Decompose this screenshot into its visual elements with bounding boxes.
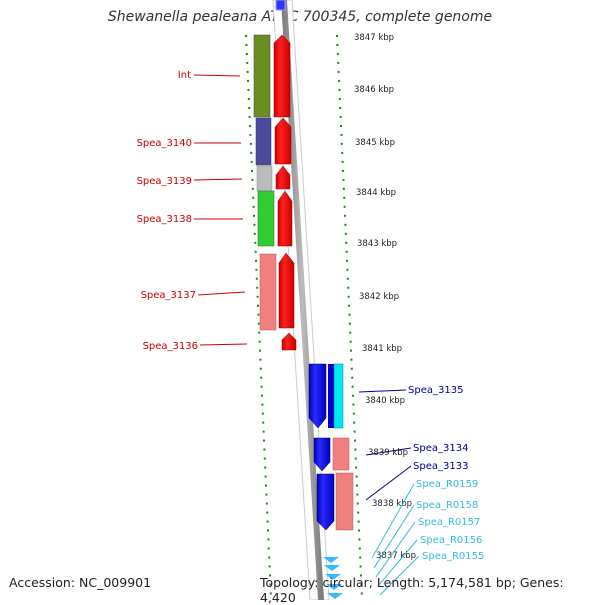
gene-label-spea-r0155: Spea_R0155 xyxy=(422,551,484,562)
cog-block-spea-3139 xyxy=(256,165,273,192)
scale-rails xyxy=(245,34,363,599)
gene-label-spea-3137: Spea_3137 xyxy=(141,290,196,301)
kbp-label: 3839 kbp xyxy=(368,448,408,458)
gene-arrow-spea-3133 xyxy=(316,473,335,531)
gene-label-spea-3138: Spea_3138 xyxy=(137,214,192,225)
cog-block-int xyxy=(253,34,271,118)
rna-gene-labels: Spea_R0159 Spea_R0158 Spea_R0157 Spea_R0… xyxy=(371,479,484,596)
gene-label-spea-3140: Spea_3140 xyxy=(137,138,192,149)
gene-label-spea-r0157: Spea_R0157 xyxy=(418,517,480,528)
kbp-label: 3842 kbp xyxy=(359,292,399,302)
gene-arrow-spea-3140 xyxy=(274,117,292,165)
gene-arrow-spea-3136 xyxy=(281,332,297,351)
cog-block-spea-3135-a xyxy=(328,364,334,428)
rna-arrow-5 xyxy=(327,593,343,599)
rna-arrow-4 xyxy=(326,584,342,590)
gene-label-spea-3135: Spea_3135 xyxy=(408,385,463,396)
gene-label-spea-3136: Spea_3136 xyxy=(143,341,198,352)
cog-blocks-left xyxy=(253,34,277,331)
reverse-genes xyxy=(308,363,343,599)
rna-arrow-3 xyxy=(325,574,341,580)
kbp-label: 3841 kbp xyxy=(362,344,402,354)
gene-arrow-int xyxy=(273,34,291,118)
kbp-label: 3838 kbp xyxy=(372,499,412,509)
gene-label-spea-3133: Spea_3133 xyxy=(413,461,468,472)
gene-arrow-spea-3135 xyxy=(308,363,327,429)
gene-label-spea-3139: Spea_3139 xyxy=(137,176,192,187)
kbp-label: 3846 kbp xyxy=(354,85,394,95)
cog-block-spea-3134 xyxy=(332,437,350,471)
kbp-label: 3847 kbp xyxy=(354,33,394,43)
accession-text: Accession: NC_009901 xyxy=(9,575,152,590)
rna-arrow-1 xyxy=(323,557,339,563)
gene-arrow-spea-3137 xyxy=(278,252,295,329)
kbp-label: 3844 kbp xyxy=(356,188,396,198)
kbp-label: 3840 kbp xyxy=(365,396,405,406)
cog-block-spea-3140 xyxy=(255,117,272,166)
kbp-label: 3837 kbp xyxy=(376,551,416,561)
gene-label-int: Int xyxy=(178,70,191,81)
kbp-label: 3843 kbp xyxy=(357,239,397,249)
kbp-label: 3845 kbp xyxy=(355,138,395,148)
gene-label-spea-r0156: Spea_R0156 xyxy=(420,535,482,546)
cog-block-spea-3137 xyxy=(259,253,277,331)
cog-block-spea-3133 xyxy=(335,472,354,531)
forward-genes xyxy=(273,34,297,351)
kbp-scale: 3847 kbp 3846 kbp 3845 kbp 3844 kbp 3843… xyxy=(354,33,416,561)
gene-arrow-spea-3139 xyxy=(275,165,291,190)
cog-block-spea-3135-b xyxy=(333,363,344,429)
genome-summary-text: Topology: circular; Length: 5,174,581 bp… xyxy=(260,575,564,605)
cog-block-spea-3138 xyxy=(257,190,275,247)
gene-label-spea-r0158: Spea_R0158 xyxy=(416,500,478,511)
gene-label-spea-r0159: Spea_R0159 xyxy=(416,479,478,490)
gene-arrow-spea-3134 xyxy=(313,437,331,472)
rna-arrow-2 xyxy=(324,565,340,571)
cog-blocks-right xyxy=(328,363,354,531)
page-title: Shewanella pealeana ATCC 700345, complet… xyxy=(107,9,493,25)
left-gene-labels: Int Spea_3140 Spea_3139 Spea_3138 Spea_3… xyxy=(137,70,248,352)
gene-label-spea-3134: Spea_3134 xyxy=(413,443,468,454)
gene-arrow-spea-3138 xyxy=(277,190,293,247)
right-gene-labels: Spea_3135 Spea_3134 Spea_3133 xyxy=(358,385,468,501)
